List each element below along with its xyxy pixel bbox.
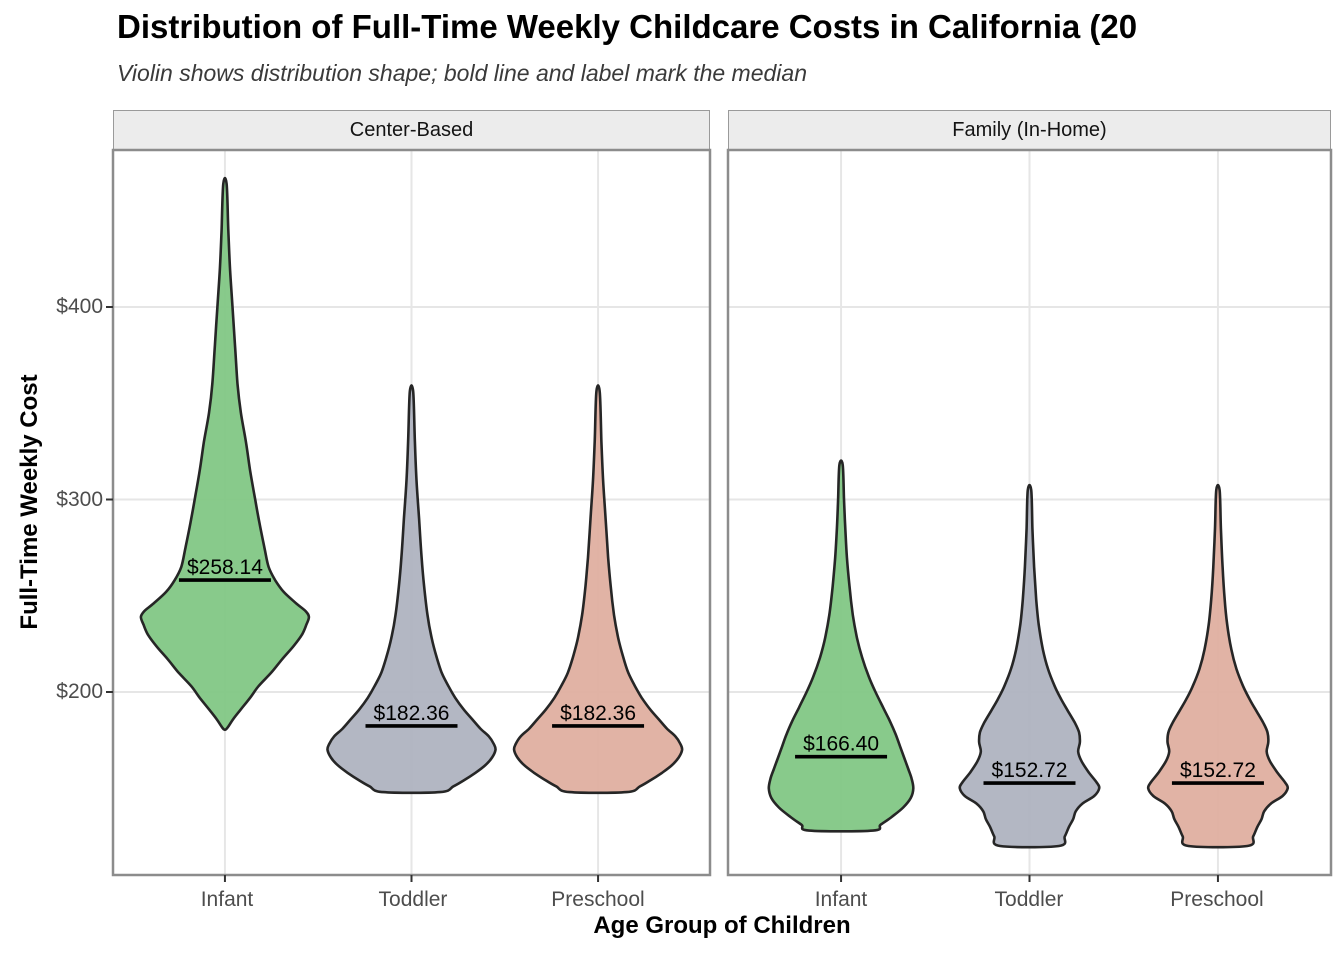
- median-label-family-in-home-infant: $166.40: [803, 733, 879, 756]
- violin-center-based-preschool: [512, 384, 684, 795]
- x-axis-title: Age Group of Children: [593, 912, 851, 939]
- violin-family-in-home-toddler: [958, 483, 1101, 849]
- y-tick-label-300: $300: [56, 488, 103, 511]
- median-label-family-in-home-toddler: $152.72: [992, 759, 1068, 782]
- facet-strip-label: Family (In-Home): [952, 118, 1107, 141]
- x-tick-label-cb-infant: Infant: [200, 888, 254, 911]
- violin-center-based-infant: [139, 176, 311, 732]
- x-tick-label-cb-preschool: Preschool: [551, 888, 645, 911]
- violin-family-in-home-preschool: [1146, 483, 1290, 849]
- median-label-family-in-home-preschool: $152.72: [1180, 759, 1256, 782]
- violin-family-in-home-infant: [767, 459, 915, 833]
- y-tick-label-200: $200: [56, 680, 103, 703]
- x-tick-label-fam-preschool: Preschool: [1170, 888, 1264, 911]
- x-tick-label-cb-toddler: Toddler: [378, 888, 448, 911]
- chart-subtitle: Violin shows distribution shape; bold li…: [117, 60, 807, 86]
- y-axis-title: Full-Time Weekly Cost: [16, 374, 43, 630]
- median-label-center-based-infant: $258.14: [187, 556, 263, 579]
- median-label-center-based-preschool: $182.36: [560, 702, 636, 725]
- y-tick-label-400: $400: [56, 295, 103, 318]
- facet-strip-family-in-home: Family (In-Home): [728, 110, 1331, 150]
- x-tick-label-fam-toddler: Toddler: [994, 888, 1064, 911]
- median-label-center-based-toddler: $182.36: [374, 702, 450, 725]
- chart-title: Distribution of Full-Time Weekly Childca…: [117, 8, 1138, 45]
- x-tick-label-fam-infant: Infant: [814, 888, 868, 911]
- violin-center-based-toddler: [326, 384, 497, 795]
- facet-strip-label: Center-Based: [349, 118, 474, 141]
